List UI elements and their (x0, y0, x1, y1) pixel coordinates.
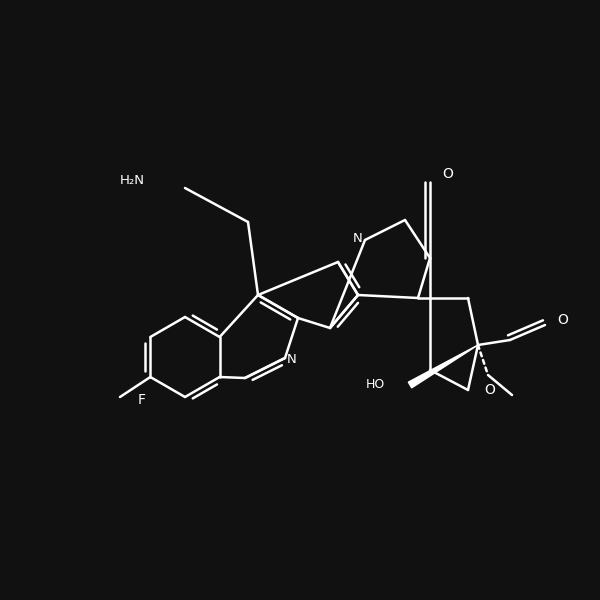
Text: HO: HO (365, 379, 385, 392)
Text: H₂N: H₂N (120, 173, 145, 187)
Text: O: O (557, 313, 568, 327)
Text: N: N (352, 232, 362, 245)
Polygon shape (409, 345, 478, 388)
Text: F: F (138, 393, 146, 407)
Text: N: N (287, 353, 296, 365)
Text: O: O (485, 383, 496, 397)
Text: O: O (443, 167, 454, 181)
